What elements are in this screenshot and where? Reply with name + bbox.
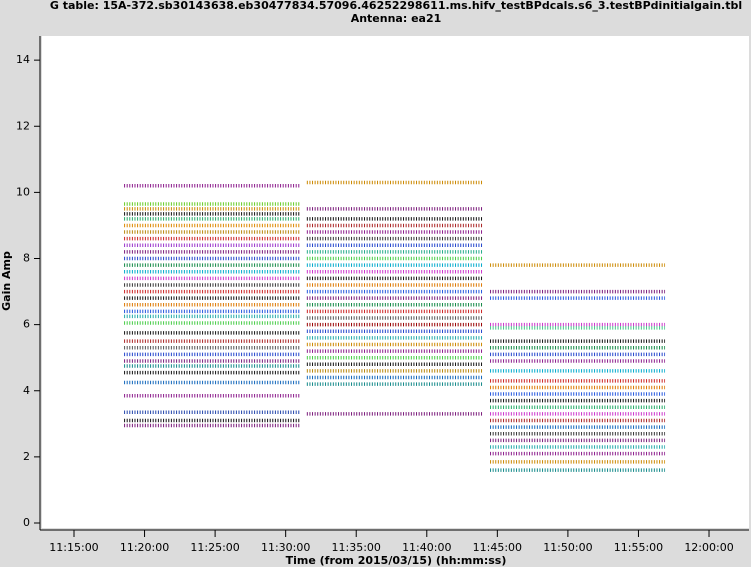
x-tick-label: 11:30:00 — [261, 541, 310, 554]
x-tick-label: 12:00:00 — [684, 541, 733, 554]
x-tick-label: 11:50:00 — [543, 541, 592, 554]
y-tick-label: 12 — [16, 119, 30, 132]
y-tick-label: 10 — [16, 185, 30, 198]
y-tick-label: 4 — [23, 384, 30, 397]
plot-area — [42, 36, 749, 528]
y-tick-label: 2 — [23, 450, 30, 463]
y-tick-label: 14 — [16, 53, 30, 66]
chart-subtitle: Antenna: ea21 — [351, 12, 442, 25]
x-tick-label: 11:15:00 — [49, 541, 98, 554]
y-tick-label: 0 — [23, 516, 30, 529]
x-tick-label: 11:40:00 — [402, 541, 451, 554]
chart-title: G table: 15A-372.sb30143638.eb30477834.5… — [50, 0, 742, 12]
y-tick-label: 8 — [23, 252, 30, 265]
y-axis-label: Gain Amp — [0, 251, 13, 311]
y-tick-label: 6 — [23, 318, 30, 331]
x-tick-label: 11:25:00 — [190, 541, 239, 554]
x-tick-label: 11:35:00 — [332, 541, 381, 554]
x-tick-label: 11:45:00 — [473, 541, 522, 554]
x-tick-label: 11:20:00 — [120, 541, 169, 554]
x-axis-label: Time (from 2015/03/15) (hh:mm:ss) — [286, 554, 507, 567]
x-tick-label: 11:55:00 — [614, 541, 663, 554]
